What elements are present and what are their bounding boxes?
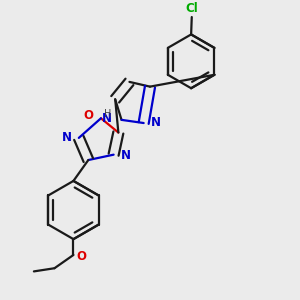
Text: Cl: Cl	[185, 2, 198, 14]
Text: N: N	[121, 149, 130, 162]
Text: O: O	[83, 109, 93, 122]
Text: N: N	[102, 112, 112, 125]
Text: N: N	[151, 116, 160, 129]
Text: O: O	[76, 250, 87, 263]
Text: H: H	[104, 109, 111, 118]
Text: N: N	[62, 131, 72, 144]
